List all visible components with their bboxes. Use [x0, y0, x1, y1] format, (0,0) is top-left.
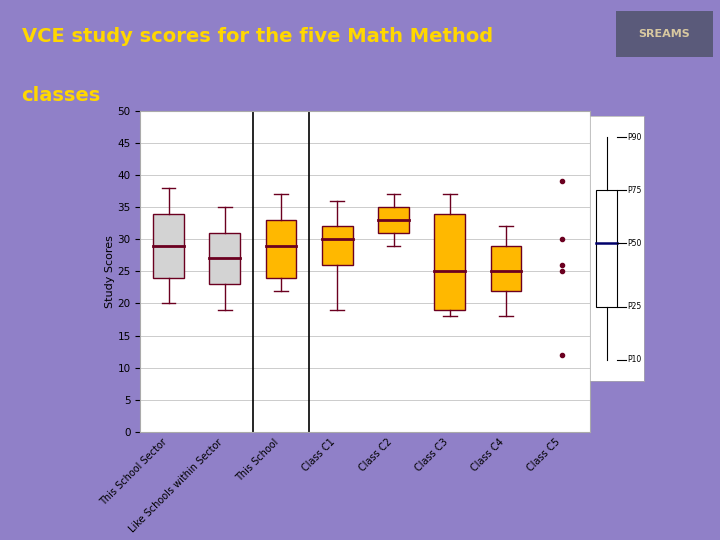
Text: P90: P90	[627, 133, 642, 142]
Y-axis label: Study Scores: Study Scores	[104, 235, 114, 308]
Text: P10: P10	[627, 355, 642, 364]
Bar	[266, 220, 297, 278]
Bar	[596, 190, 618, 307]
Bar	[153, 213, 184, 278]
Text: SREAMS: SREAMS	[639, 29, 690, 39]
Bar	[322, 226, 353, 265]
Bar	[210, 233, 240, 284]
Bar	[434, 213, 465, 310]
Text: classes: classes	[22, 86, 101, 105]
Bar	[378, 207, 409, 233]
Text: P50: P50	[627, 239, 642, 248]
Text: P25: P25	[627, 302, 642, 311]
Text: P75: P75	[627, 186, 642, 195]
Bar	[490, 246, 521, 291]
Text: VCE study scores for the five Math Method: VCE study scores for the five Math Metho…	[22, 27, 492, 46]
